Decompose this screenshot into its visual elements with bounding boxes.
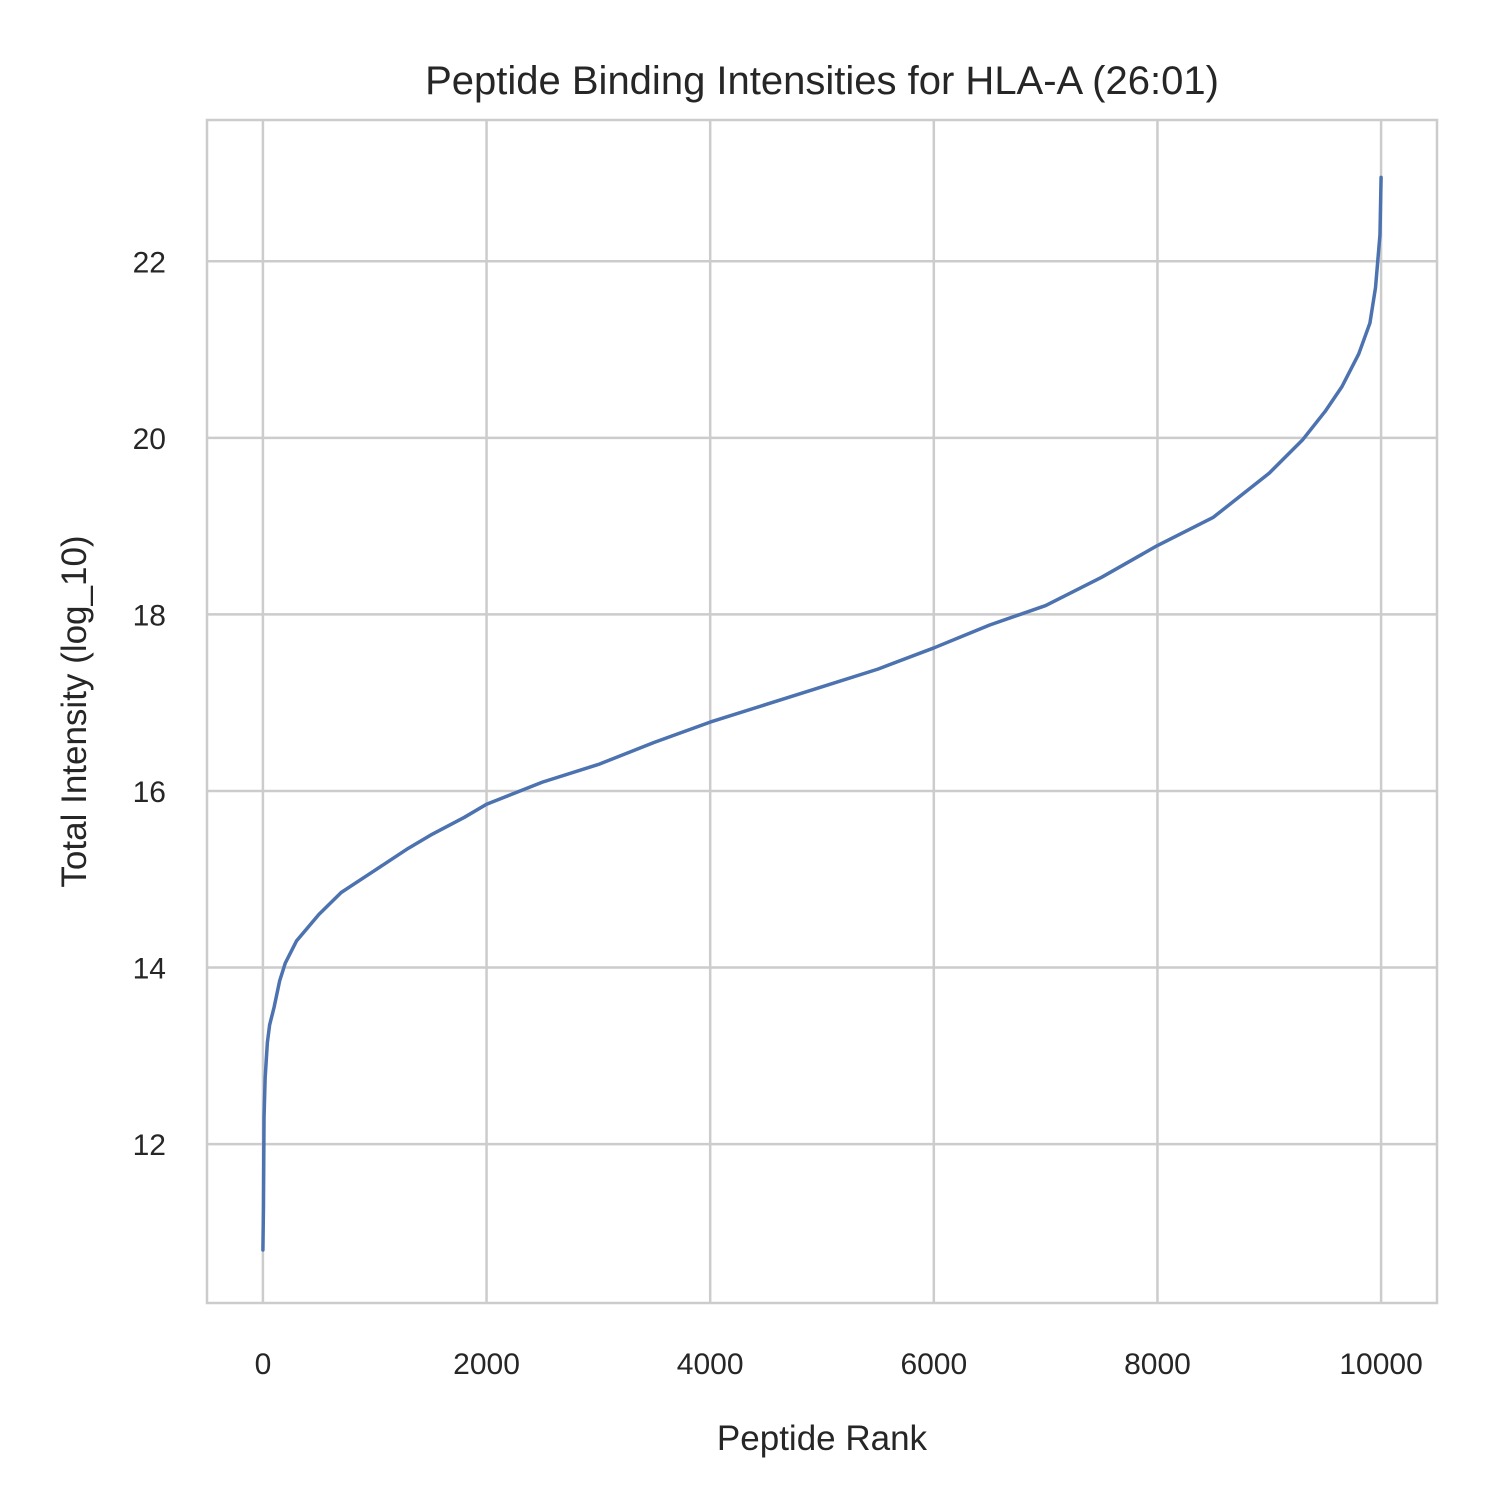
x-axis-label: Peptide Rank xyxy=(717,1419,928,1458)
y-tick-label: 18 xyxy=(133,599,166,632)
x-tick-label: 4000 xyxy=(677,1348,744,1381)
y-tick-labels: 12 14 16 18 20 22 xyxy=(133,246,166,1162)
chart-title: Peptide Binding Intensities for HLA-A (2… xyxy=(425,59,1219,103)
x-tick-label: 2000 xyxy=(453,1348,520,1381)
y-axis-label: Total Intensity (log_10) xyxy=(55,535,94,887)
x-tick-label: 6000 xyxy=(900,1348,967,1381)
x-tick-label: 0 xyxy=(255,1348,272,1381)
series-layer xyxy=(261,175,1383,1252)
y-tick-label: 20 xyxy=(133,423,166,456)
plot-frame xyxy=(205,118,1439,1305)
x-tick-labels: 0 2000 4000 6000 8000 10000 xyxy=(255,1348,1423,1381)
y-tick-label: 14 xyxy=(133,953,166,986)
y-tick-label: 16 xyxy=(133,776,166,809)
x-tick-label: 8000 xyxy=(1124,1348,1191,1381)
grid xyxy=(207,120,1437,1303)
series-line xyxy=(261,175,1383,1252)
x-tick-label: 10000 xyxy=(1339,1348,1422,1381)
y-tick-label: 12 xyxy=(133,1129,166,1162)
y-tick-label: 22 xyxy=(133,246,166,279)
